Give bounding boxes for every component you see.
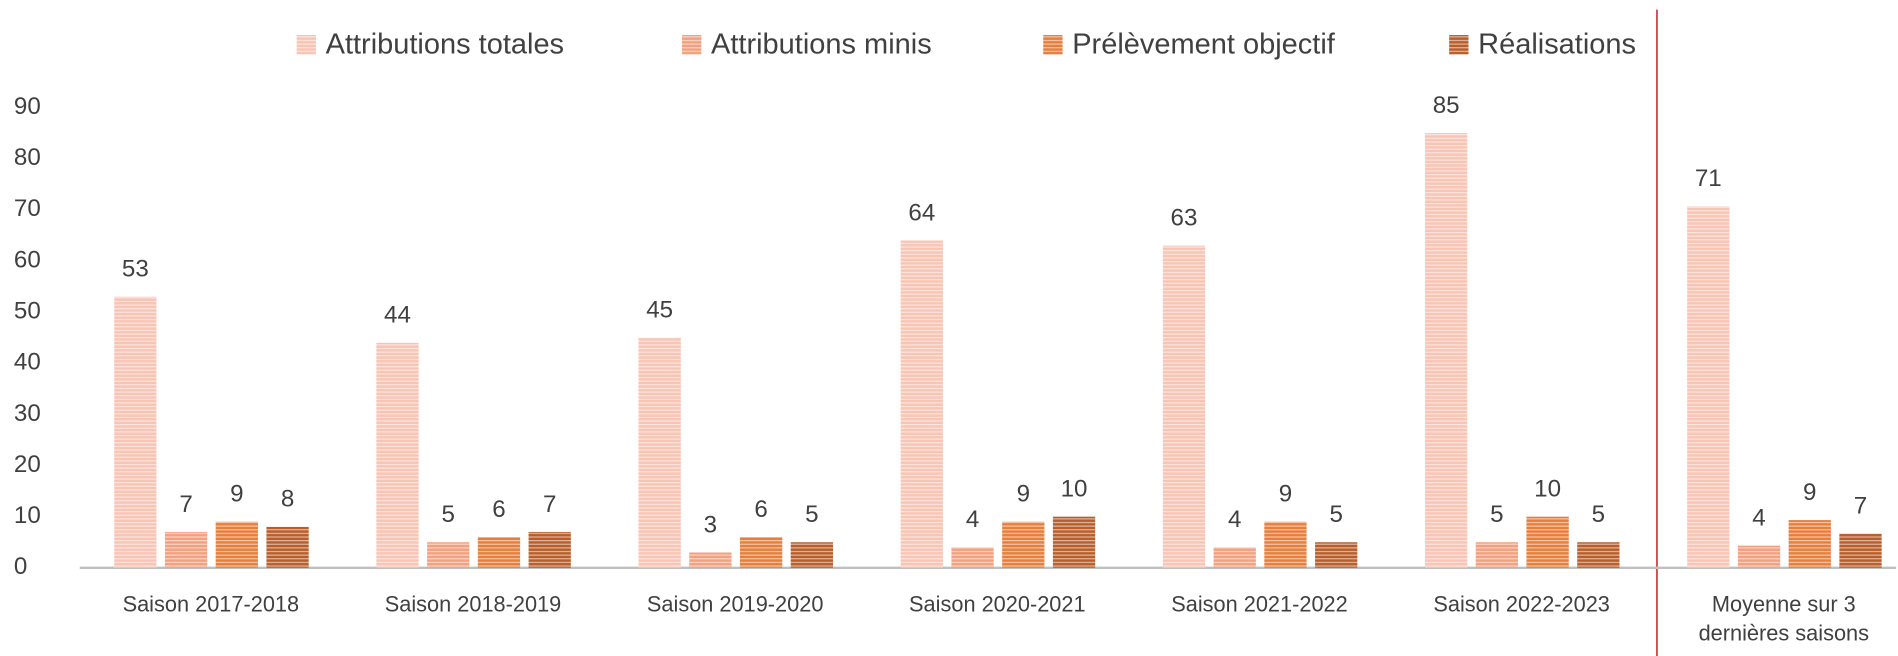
x-tick-label: Saison 2021-2022 — [1171, 591, 1348, 617]
bar — [1475, 542, 1519, 568]
bar — [790, 542, 834, 568]
bar — [1577, 542, 1620, 568]
bar — [1264, 521, 1307, 568]
data-label: 5 — [805, 501, 818, 528]
data-label: 5 — [1592, 501, 1605, 528]
y-tick-label: 60 — [14, 246, 41, 273]
data-label: 7 — [1854, 492, 1867, 519]
data-label: 10 — [1534, 475, 1561, 502]
data-label: 5 — [1490, 501, 1503, 528]
bar — [266, 526, 309, 568]
bar — [1002, 521, 1045, 568]
y-tick-label: 80 — [14, 144, 41, 171]
x-tick-label: Saison 2018-2019 — [384, 591, 562, 617]
legend-swatch — [682, 35, 702, 55]
y-tick-label: 20 — [14, 451, 41, 478]
bar — [951, 547, 994, 568]
data-label: 7 — [179, 491, 192, 518]
bar — [1213, 547, 1256, 568]
legend-swatch — [1449, 35, 1469, 55]
x-tick-label: Saison 2019-2020 — [646, 591, 824, 617]
x-tick-label-box: Saison 2018-2019 — [384, 591, 562, 617]
bar — [1737, 545, 1781, 568]
data-label: 4 — [1752, 504, 1765, 531]
y-tick-label: 40 — [14, 349, 41, 376]
y-tick-label: 70 — [14, 195, 41, 222]
data-label: 85 — [1433, 92, 1460, 119]
data-label: 7 — [543, 491, 556, 518]
legend-label: Réalisations — [1478, 29, 1636, 61]
y-tick-label: 10 — [14, 502, 41, 529]
legend-swatch — [1043, 35, 1063, 55]
x-tick-label-box: Moyenne sur 3 dernières saisons — [1698, 591, 1870, 646]
data-label: 10 — [1061, 475, 1088, 502]
bar — [1162, 245, 1206, 568]
x-tick-label: Saison 2017-2018 — [122, 591, 300, 617]
data-label: 53 — [122, 256, 149, 283]
bar — [376, 342, 419, 568]
data-label: 5 — [1329, 501, 1342, 528]
legend-label: Attributions minis — [711, 29, 932, 61]
data-label: 64 — [908, 199, 935, 226]
data-label: 71 — [1695, 165, 1722, 192]
bar — [1315, 542, 1358, 568]
data-label: 9 — [230, 481, 243, 508]
data-label: 6 — [754, 496, 767, 523]
bar — [114, 296, 157, 568]
data-label: 4 — [1228, 506, 1241, 533]
x-tick-label-box: Saison 2019-2020 — [646, 591, 824, 617]
bar — [1052, 516, 1096, 568]
bar — [638, 337, 681, 568]
bar — [427, 542, 470, 568]
bar — [1687, 206, 1730, 568]
data-label: 9 — [1017, 481, 1030, 508]
data-label: 3 — [704, 511, 717, 538]
x-tick-label-box: Saison 2017-2018 — [122, 591, 300, 617]
bar — [164, 532, 208, 568]
data-label: 63 — [1171, 204, 1198, 231]
x-tick-label-box: Saison 2022-2023 — [1433, 591, 1610, 617]
x-tick-label-box: Saison 2020-2021 — [909, 591, 1086, 617]
bar — [1424, 133, 1468, 568]
x-tick-label: Moyenne sur 3 dernières saisons — [1698, 591, 1870, 646]
x-tick-label: Saison 2020-2021 — [909, 591, 1086, 617]
y-tick-label: 0 — [14, 553, 27, 580]
data-label: 5 — [442, 501, 455, 528]
x-tick-label-box: Saison 2021-2022 — [1171, 591, 1348, 617]
bar — [1526, 516, 1569, 568]
data-label: 9 — [1279, 481, 1292, 508]
data-label: 4 — [966, 506, 979, 533]
data-label: 9 — [1803, 479, 1816, 506]
y-tick-label: 90 — [14, 93, 41, 120]
data-label: 6 — [492, 496, 505, 523]
bar — [739, 537, 783, 568]
bar — [1839, 533, 1882, 568]
data-label: 44 — [384, 302, 411, 329]
x-tick-label: Saison 2022-2023 — [1433, 591, 1610, 617]
bar — [900, 240, 943, 568]
data-label: 8 — [281, 486, 294, 513]
bar — [689, 552, 732, 568]
bar — [477, 537, 521, 568]
legend-swatch — [296, 35, 316, 55]
bar — [215, 521, 258, 568]
legend-label: Attributions totales — [326, 29, 564, 61]
data-label: 45 — [646, 296, 673, 323]
y-tick-label: 30 — [14, 400, 41, 427]
bar — [1788, 520, 1831, 568]
bar — [528, 532, 571, 568]
y-tick-label: 50 — [14, 297, 41, 324]
legend-label: Prélèvement objectif — [1072, 29, 1336, 61]
